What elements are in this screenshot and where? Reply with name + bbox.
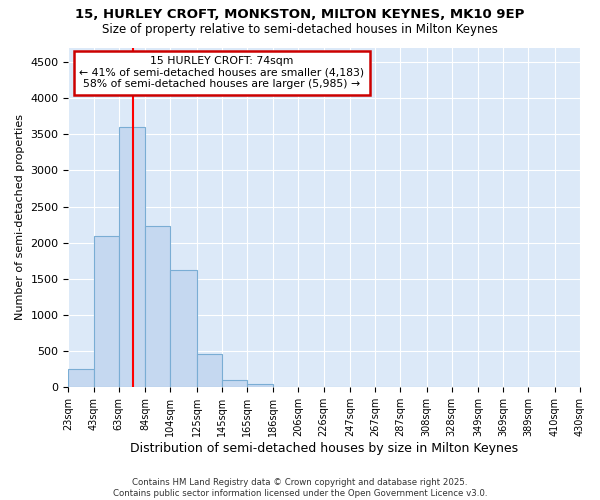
- Bar: [68, 370, 94, 388]
- Bar: [197, 354, 222, 388]
- Bar: [94, 236, 119, 388]
- Text: Size of property relative to semi-detached houses in Milton Keynes: Size of property relative to semi-detach…: [102, 22, 498, 36]
- X-axis label: Distribution of semi-detached houses by size in Milton Keynes: Distribution of semi-detached houses by …: [130, 442, 518, 455]
- Bar: [222, 380, 247, 388]
- Text: Contains HM Land Registry data © Crown copyright and database right 2025.
Contai: Contains HM Land Registry data © Crown c…: [113, 478, 487, 498]
- Text: 15, HURLEY CROFT, MONKSTON, MILTON KEYNES, MK10 9EP: 15, HURLEY CROFT, MONKSTON, MILTON KEYNE…: [76, 8, 524, 20]
- Bar: [170, 270, 197, 388]
- Text: 15 HURLEY CROFT: 74sqm
← 41% of semi-detached houses are smaller (4,183)
58% of : 15 HURLEY CROFT: 74sqm ← 41% of semi-det…: [79, 56, 364, 89]
- Bar: [145, 226, 170, 388]
- Bar: [247, 384, 273, 388]
- Y-axis label: Number of semi-detached properties: Number of semi-detached properties: [15, 114, 25, 320]
- Bar: [119, 127, 145, 388]
